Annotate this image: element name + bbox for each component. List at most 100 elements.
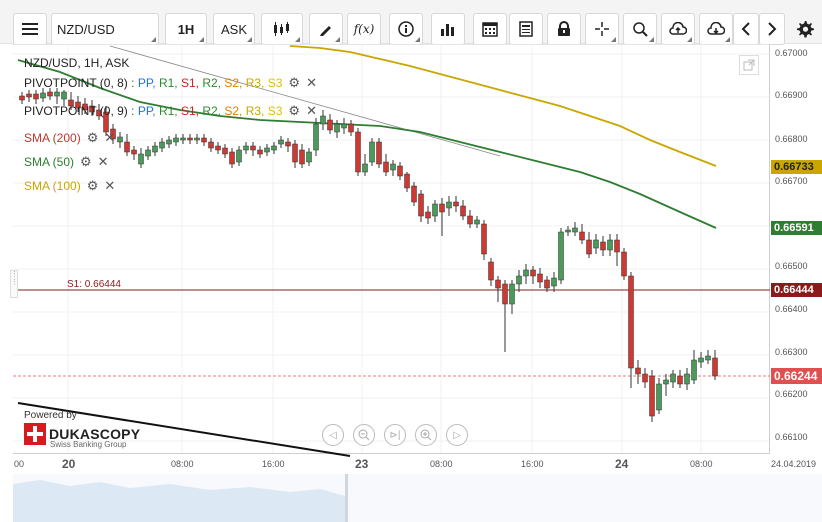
pivot-level-label: R2, (202, 76, 225, 90)
candle-body (677, 375, 683, 385)
symbol-selector[interactable]: NZD/USD (51, 13, 159, 45)
candle-body (502, 283, 508, 305)
news-button[interactable] (509, 13, 543, 45)
candle-body (54, 91, 60, 97)
candle-body (229, 151, 235, 165)
indicator-settings-icon[interactable]: ⚙ (288, 103, 301, 118)
sma-50-line[interactable] (17, 59, 717, 229)
candle-body (89, 105, 95, 113)
candle-body (75, 101, 81, 109)
chart-title-text: NZD/USD, 1H, ASK (24, 56, 130, 70)
zoom-button[interactable] (623, 13, 657, 45)
candle-body (327, 119, 333, 131)
zoom-out-icon (358, 429, 370, 441)
panel-collapse-handle[interactable]: ⋮ ⋮ (10, 270, 18, 298)
x-tick: 20 (62, 457, 76, 471)
y-tick: 0.66500 (775, 261, 808, 271)
upload-button[interactable] (661, 13, 695, 45)
indicators-button[interactable]: f(x) (347, 13, 381, 45)
candle-body (348, 123, 354, 133)
s1-price-tag: 0.66444 (771, 283, 822, 297)
sma50-price-tag: 0.66591 (771, 221, 822, 235)
y-tick: 0.66700 (775, 176, 808, 186)
crosshair-button[interactable] (585, 13, 619, 45)
legend-indicator-name[interactable]: PIVOTPOINT (0, 8) (24, 76, 128, 90)
price-chart[interactable] (0, 44, 822, 522)
legend-indicator-name[interactable]: PIVOTPOINT (0, 9) (24, 104, 128, 118)
nav-zoom-out-button[interactable] (353, 424, 375, 446)
candle-body (642, 373, 648, 383)
legend-indicator-name[interactable]: SMA (200) (24, 131, 81, 145)
candle-body (306, 151, 312, 163)
candle-body (509, 283, 515, 305)
chart-title: NZD/USD, 1H, ASK (24, 56, 129, 70)
candle-body (243, 145, 249, 151)
pivot-level-label: S3 (267, 104, 283, 118)
indicator-remove-icon[interactable]: ✕ (104, 130, 116, 145)
candle-body (467, 215, 473, 225)
indicator-remove-icon[interactable]: ✕ (104, 178, 116, 193)
swiss-cross-icon (24, 423, 46, 445)
candle-body (579, 231, 585, 241)
legend-indicator-name[interactable]: SMA (50) (24, 155, 75, 169)
nav-reset-button[interactable]: ⊳| (384, 424, 406, 446)
lock-button[interactable] (547, 13, 581, 45)
candle-body (705, 355, 711, 361)
info-button[interactable] (389, 13, 423, 45)
nav-forward-button[interactable]: ▷ (446, 424, 468, 446)
candle-body (558, 231, 564, 281)
price-side-selector[interactable]: ASK (213, 13, 255, 45)
settings-button[interactable] (789, 13, 821, 45)
timeframe-label: 1H (177, 21, 195, 37)
drawing-tools-button[interactable] (309, 13, 343, 45)
candle-body (607, 239, 613, 251)
download-button[interactable] (699, 13, 733, 45)
candle-body (621, 251, 627, 277)
candle-body (166, 139, 172, 145)
candle-body (572, 227, 578, 233)
x-tick: 24 (615, 457, 629, 471)
s1-line-label: S1: 0.66444 (67, 279, 121, 290)
candle-body (404, 173, 410, 189)
calendar-button[interactable] (473, 13, 507, 45)
trendline-black[interactable] (17, 402, 351, 457)
candle-body (138, 153, 144, 165)
chevron-right-icon (768, 22, 777, 36)
menu-button[interactable] (13, 13, 47, 45)
sma-100-line[interactable] (289, 45, 717, 167)
scroll-right-button[interactable] (759, 13, 785, 45)
pivot-level-label: R1, (158, 76, 181, 90)
indicator-settings-icon[interactable]: ⚙ (80, 154, 92, 169)
candle-body (236, 149, 242, 163)
nav-zoom-in-button[interactable] (415, 424, 437, 446)
nav-back-button[interactable]: ◁ (322, 424, 344, 446)
navigator-handle[interactable] (345, 474, 348, 522)
legend-indicator-name[interactable]: SMA (100) (24, 179, 81, 193)
expand-icon[interactable] (739, 55, 759, 75)
chart-type-button[interactable] (261, 13, 303, 45)
indicator-remove-icon[interactable]: ✕ (306, 103, 317, 118)
y-tick: 0.66200 (775, 389, 808, 399)
pivot-level-label: PP, (137, 104, 159, 118)
indicator-remove-icon[interactable]: ✕ (97, 154, 109, 169)
indicator-settings-icon[interactable]: ⚙ (288, 75, 301, 90)
candle-body (159, 141, 165, 149)
indicator-settings-icon[interactable]: ⚙ (86, 130, 99, 145)
document-icon (519, 21, 533, 37)
candle-body (187, 137, 193, 141)
indicator-settings-icon[interactable]: ⚙ (86, 178, 99, 193)
candle-body (257, 149, 263, 155)
trendline-gray[interactable] (109, 45, 501, 157)
pivot-level-label: R1, (158, 104, 181, 118)
candle-body (173, 137, 179, 143)
chart-toolbar: NZD/USD 1H ASK f(x) (0, 0, 822, 45)
candle-body (362, 163, 368, 173)
timeframe-selector[interactable]: 1H (165, 13, 207, 45)
candle-body (376, 141, 382, 165)
candle-body (124, 141, 130, 153)
y-tick: 0.66300 (775, 347, 808, 357)
scroll-left-button[interactable] (733, 13, 759, 45)
indicator-remove-icon[interactable]: ✕ (306, 75, 317, 90)
volume-button[interactable] (431, 13, 465, 45)
chart-area[interactable]: ⋮ ⋮ NZD/USD, 1H, ASK PIVOTPOINT (0, 8) : … (0, 44, 822, 522)
